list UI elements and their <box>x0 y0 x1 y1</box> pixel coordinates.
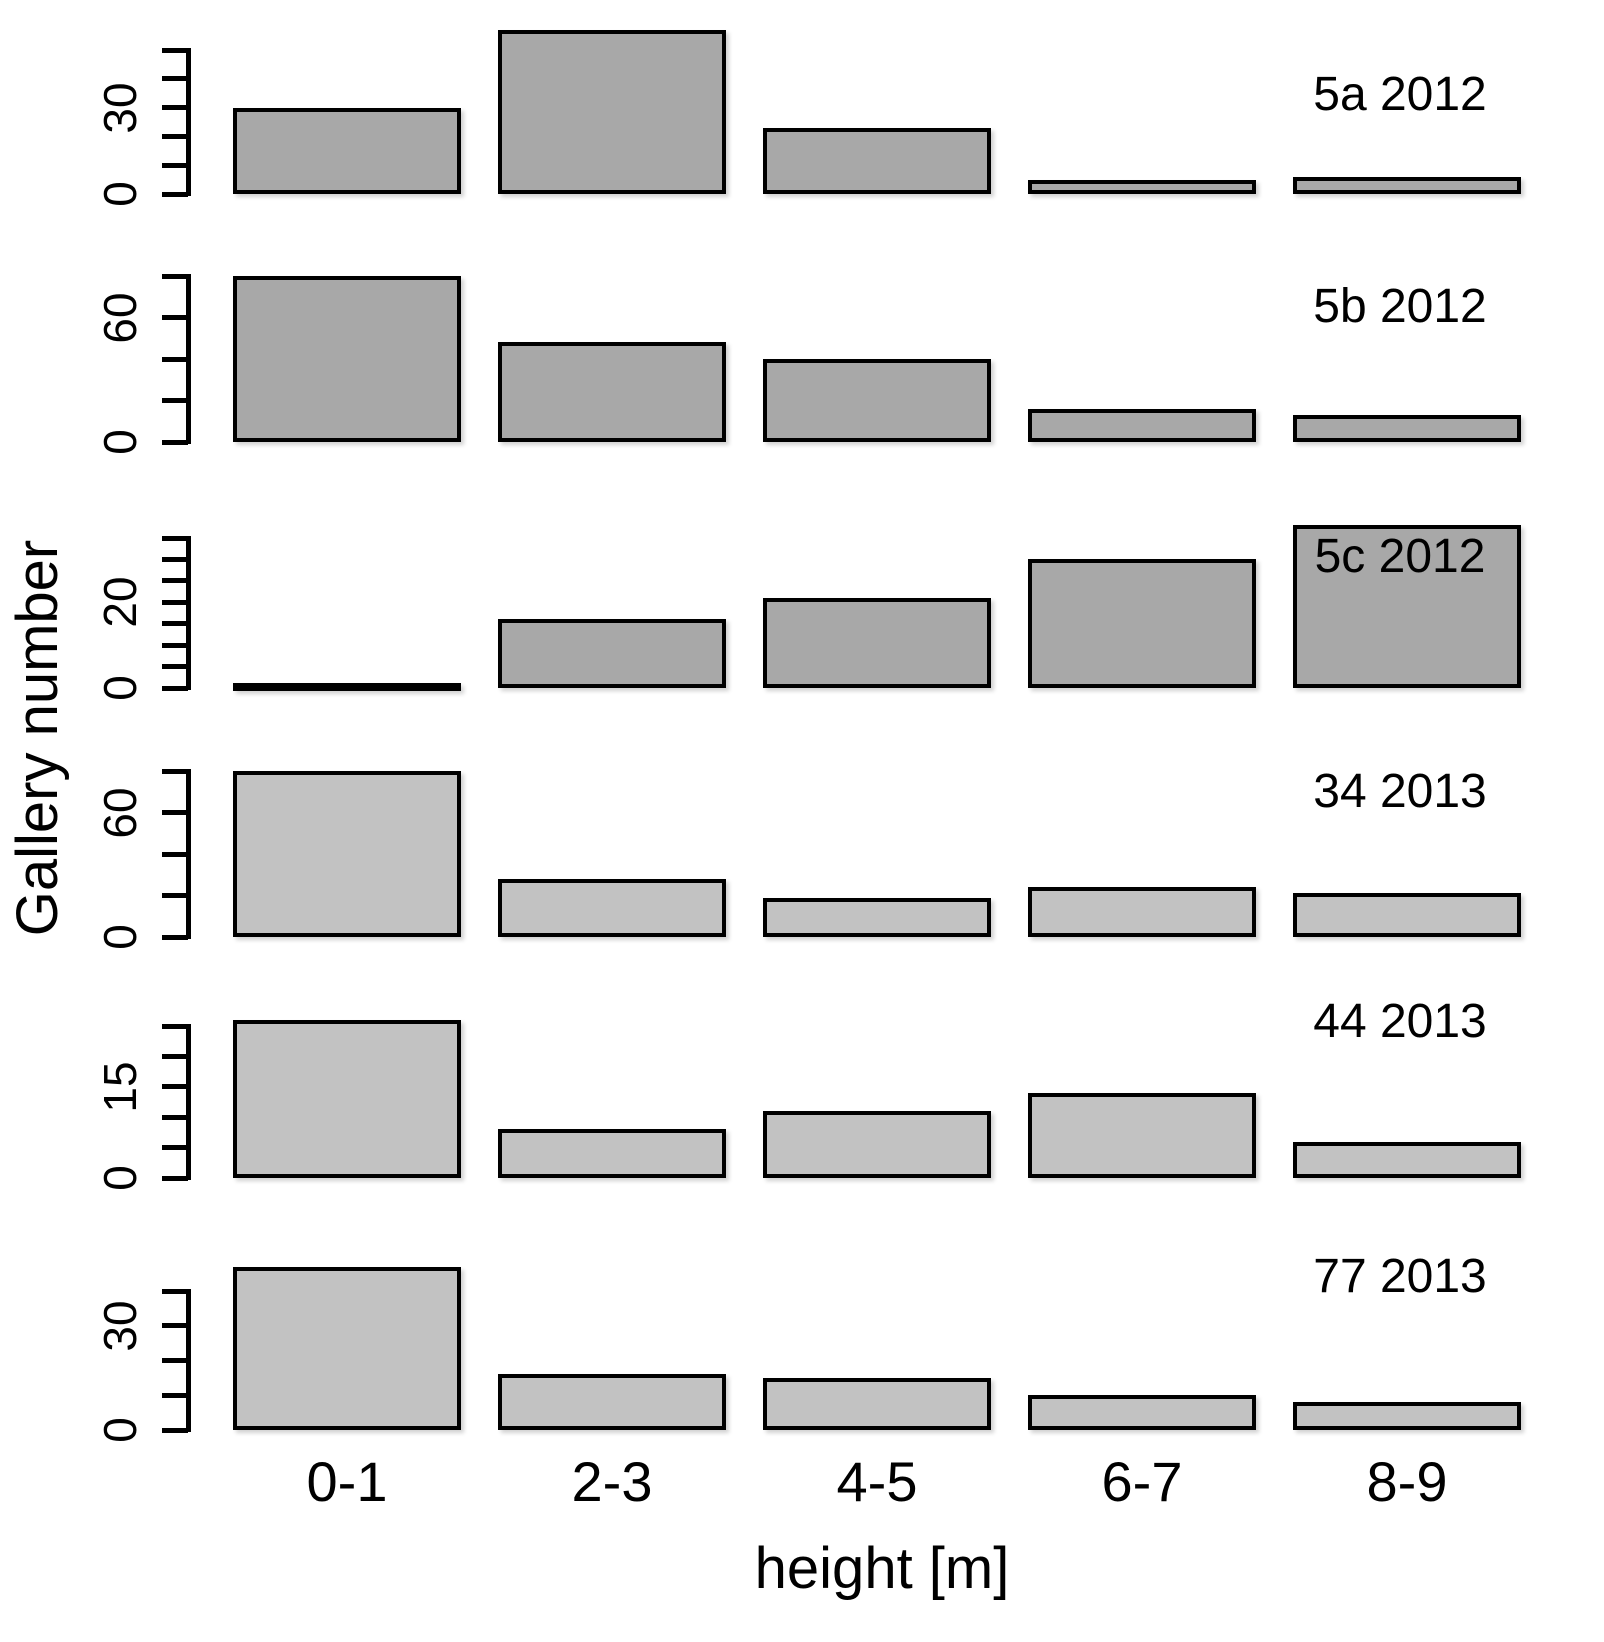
y-tick-panel-4-40 <box>162 851 188 857</box>
y-tick-panel-1-10 <box>162 162 188 168</box>
bar-5c-2012-2-3 <box>498 619 726 688</box>
y-axis-line-panel-6 <box>186 1289 191 1432</box>
bar-44-2013-2-3 <box>498 1129 726 1178</box>
bar-5b-2012-0-1 <box>233 276 461 442</box>
y-tick-panel-3-35 <box>162 535 188 541</box>
bar-77-2013-2-3 <box>498 1374 726 1430</box>
y-axis-title: Gallery number <box>5 539 70 937</box>
y-tick-panel-5-20 <box>162 1053 188 1059</box>
y-tick-panel-6-40 <box>162 1288 188 1294</box>
bar-5c-2012-4-5 <box>763 598 991 688</box>
x-category-label-8-9: 8-9 <box>1366 1450 1448 1513</box>
panel-label-34-2013: 34 2013 <box>1313 765 1487 818</box>
bar-5b-2012-8-9 <box>1293 415 1521 442</box>
bar-5a-2012-8-9 <box>1293 177 1521 194</box>
bar-5a-2012-0-1 <box>233 108 461 194</box>
y-axis-line-panel-3 <box>186 536 191 690</box>
bar-44-2013-6-7 <box>1028 1093 1256 1178</box>
y-tick-panel-3-20 <box>162 599 188 605</box>
bar-5b-2012-2-3 <box>498 342 726 442</box>
x-category-label-0-1: 0-1 <box>306 1450 388 1513</box>
bar-44-2013-0-1 <box>233 1020 461 1178</box>
y-tick-panel-6-0 <box>162 1427 188 1433</box>
bar-77-2013-4-5 <box>763 1378 991 1430</box>
panel-label-44-2013: 44 2013 <box>1313 995 1487 1048</box>
bar-77-2013-0-1 <box>233 1267 461 1430</box>
bar-5a-2012-6-7 <box>1028 180 1256 194</box>
y-tick-panel-2-40 <box>162 356 188 362</box>
y-tick-panel-6-10 <box>162 1392 188 1398</box>
bar-5c-2012-0-1 <box>233 683 461 691</box>
bar-5c-2012-6-7 <box>1028 559 1256 688</box>
y-tick-panel-1-50 <box>162 47 188 53</box>
y-tick-panel-2-60 <box>162 315 188 320</box>
y-tick-panel-1-30 <box>162 105 188 111</box>
y-tick-panel-4-20 <box>162 893 188 898</box>
y-tick-label-panel-3-0: 0 <box>94 675 146 701</box>
y-tick-panel-2-0 <box>162 439 188 445</box>
y-axis-line-panel-2 <box>186 274 191 444</box>
y-axis-line-panel-5 <box>186 1024 191 1180</box>
x-category-label-4-5: 4-5 <box>836 1450 918 1513</box>
x-category-label-6-7: 6-7 <box>1101 1450 1183 1513</box>
y-tick-panel-4-60 <box>162 810 188 815</box>
y-tick-label-panel-6-0: 0 <box>94 1417 146 1443</box>
y-tick-panel-4-0 <box>162 934 188 940</box>
y-tick-label-panel-1-0: 0 <box>94 181 146 207</box>
x-axis-title: height [m] <box>754 1536 1010 1601</box>
y-tick-panel-6-20 <box>162 1358 188 1363</box>
bar-44-2013-8-9 <box>1293 1142 1521 1178</box>
bar-34-2013-8-9 <box>1293 893 1521 937</box>
y-tick-panel-3-10 <box>162 642 188 648</box>
y-tick-panel-3-0 <box>162 685 188 691</box>
bar-34-2013-4-5 <box>763 898 991 937</box>
bar-5c-2012-8-9 <box>1293 525 1521 688</box>
y-tick-label-panel-4-60: 60 <box>94 786 146 839</box>
panel-label-5a-2012: 5a 2012 <box>1313 68 1487 121</box>
bar-5b-2012-4-5 <box>763 359 991 442</box>
y-tick-label-panel-6-30: 30 <box>94 1300 146 1352</box>
y-tick-panel-3-15 <box>162 621 188 627</box>
y-axis-line-panel-4 <box>186 769 191 939</box>
bar-77-2013-6-7 <box>1028 1395 1256 1430</box>
panel-label-5b-2012: 5b 2012 <box>1313 280 1487 333</box>
y-tick-panel-1-0 <box>162 191 188 197</box>
y-tick-panel-3-30 <box>162 556 188 562</box>
bar-34-2013-2-3 <box>498 879 726 937</box>
y-tick-panel-4-80 <box>162 768 188 774</box>
y-tick-panel-1-20 <box>162 133 188 139</box>
y-tick-label-panel-4-0: 0 <box>94 924 146 950</box>
y-tick-panel-2-20 <box>162 398 188 403</box>
y-tick-panel-3-5 <box>162 664 188 670</box>
bar-5b-2012-6-7 <box>1028 409 1256 442</box>
y-tick-label-panel-2-60: 60 <box>94 291 146 344</box>
y-tick-panel-5-25 <box>162 1023 188 1029</box>
panel-label-5c-2012: 5c 2012 <box>1314 530 1486 583</box>
y-tick-panel-3-25 <box>162 578 188 584</box>
bar-34-2013-0-1 <box>233 771 461 937</box>
bar-44-2013-4-5 <box>763 1111 991 1178</box>
y-tick-panel-5-10 <box>162 1114 188 1120</box>
y-tick-label-panel-5-15: 15 <box>94 1061 146 1113</box>
bar-5a-2012-2-3 <box>498 30 726 194</box>
y-tick-label-panel-1-30: 30 <box>94 82 146 134</box>
y-tick-label-panel-5-0: 0 <box>94 1165 146 1191</box>
y-axis-line-panel-1 <box>186 48 191 196</box>
bar-34-2013-6-7 <box>1028 887 1256 937</box>
bar-5a-2012-4-5 <box>763 128 991 194</box>
x-category-label-2-3: 2-3 <box>571 1450 653 1513</box>
panel-label-77-2013: 77 2013 <box>1313 1250 1487 1303</box>
y-tick-panel-5-0 <box>162 1175 188 1181</box>
y-tick-panel-2-80 <box>162 273 188 279</box>
y-tick-panel-5-15 <box>162 1084 188 1090</box>
bar-77-2013-8-9 <box>1293 1402 1521 1430</box>
y-tick-panel-5-5 <box>162 1145 188 1151</box>
y-tick-panel-6-30 <box>162 1323 188 1329</box>
y-tick-panel-1-40 <box>162 76 188 82</box>
y-tick-label-panel-2-0: 0 <box>94 429 146 455</box>
y-tick-label-panel-3-20: 20 <box>94 576 146 628</box>
